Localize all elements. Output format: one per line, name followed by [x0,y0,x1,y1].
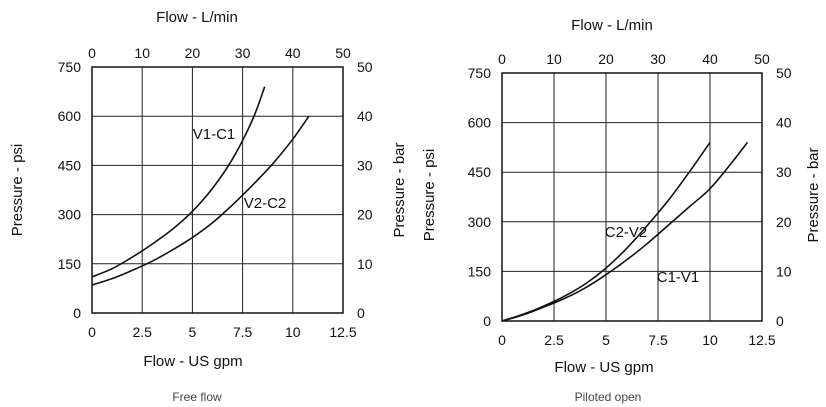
series-line-v2-c2 [91,115,310,286]
x-top-tick-label: 0 [498,51,506,67]
x-top-tick-label: 0 [88,45,96,61]
x-bottom-tick-label: 5 [189,324,197,340]
x-bottom-tick-label: 7.5 [648,332,668,348]
y-left-tick-label: 300 [58,207,82,223]
y-left-tick-label: 300 [468,214,492,230]
y-left-tick-label: 150 [468,263,492,279]
y-right-axis-title: Pressure - bar [391,142,408,237]
x-bottom-tick-label: 10 [285,324,301,340]
chart-caption: Piloted open [575,390,642,404]
y-right-tick-label: 0 [357,305,365,321]
x-bottom-tick-label: 0 [88,324,96,340]
y-left-tick-label: 600 [468,115,492,131]
y-right-axis-title: Pressure - bar [805,147,822,242]
x-top-axis-title: Flow - L/min [571,17,653,34]
x-top-tick-label: 30 [235,45,251,61]
x-top-tick-label: 40 [285,45,301,61]
x-top-tick-label: 50 [754,51,770,67]
x-bottom-tick-label: 12.5 [329,324,356,340]
y-right-tick-label: 50 [776,65,792,81]
series-label-v1-c1: V1-C1 [193,126,236,143]
plot-frame [501,72,763,322]
x-top-tick-label: 50 [335,45,351,61]
y-right-tick-label: 50 [357,59,373,75]
x-top-tick-label: 40 [702,51,718,67]
series-label-c2-v2: C2-V2 [605,224,648,241]
y-left-tick-label: 0 [483,313,491,329]
x-bottom-tick-label: 10 [702,332,718,348]
y-left-tick-label: 450 [58,157,82,173]
y-left-tick-label: 600 [58,108,82,124]
y-left-tick-label: 750 [468,65,492,81]
y-right-tick-label: 0 [776,313,784,329]
y-right-tick-label: 10 [357,256,373,272]
x-bottom-axis-title: Flow - US gpm [143,353,242,370]
y-right-tick-label: 20 [776,214,792,230]
chart-1: 0 2.5 5 7.5 10 12.50 10 20 30 40 50015030045060075… [9,9,408,404]
x-bottom-tick-label: 2.5 [132,324,152,340]
y-right-tick-label: 40 [776,115,792,131]
series-line-c1-v1 [501,141,749,322]
y-right-tick-label: 30 [776,164,792,180]
x-bottom-tick-label: 5 [602,332,610,348]
y-right-tick-label: 20 [357,207,373,223]
series-label-c1-v1: C1-V1 [657,269,700,286]
y-left-axis-title: Pressure - psi [421,149,438,242]
x-top-tick-label: 20 [185,45,201,61]
plot-frame [91,66,344,314]
y-left-tick-label: 150 [58,256,82,272]
x-bottom-tick-label: 2.5 [544,332,564,348]
x-top-tick-label: 30 [650,51,666,67]
y-right-tick-label: 10 [776,263,792,279]
y-left-tick-label: 450 [468,164,492,180]
chart-caption: Free flow [172,390,222,404]
y-left-axis-title: Pressure - psi [9,144,26,237]
x-bottom-tick-label: 12.5 [748,332,775,348]
x-top-tick-label: 20 [598,51,614,67]
y-right-tick-label: 30 [357,157,373,173]
x-bottom-tick-label: 7.5 [233,324,253,340]
x-top-tick-label: 10 [546,51,562,67]
x-top-axis-title: Flow - L/min [156,9,238,26]
x-bottom-axis-title: Flow - US gpm [554,359,653,376]
chart-2: 0 2.5 5 7.5 10 12.50 10 20 30 40 50015030045060075… [421,17,822,404]
y-left-tick-label: 0 [73,305,81,321]
series-label-v2-c2: V2-C2 [244,195,287,212]
y-left-tick-label: 750 [58,59,82,75]
x-bottom-tick-label: 0 [498,332,506,348]
y-right-tick-label: 40 [357,108,373,124]
x-top-tick-label: 10 [134,45,150,61]
series-line-v1-c1 [91,86,266,278]
